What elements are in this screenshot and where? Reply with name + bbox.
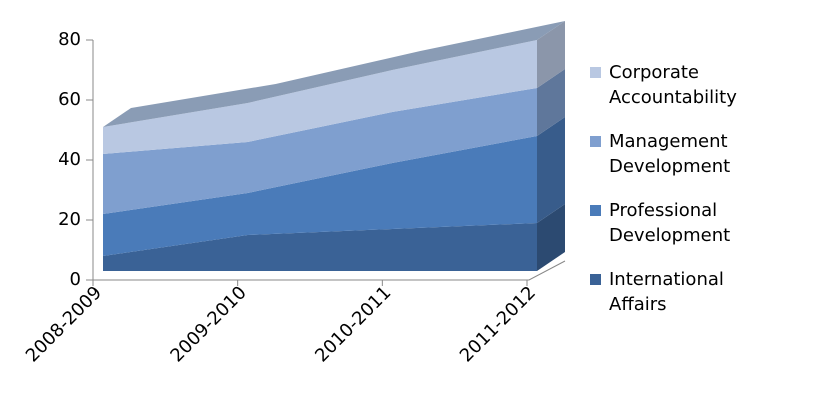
legend-item: Professional Development: [590, 198, 815, 267]
area: [103, 136, 537, 256]
area-top: [103, 21, 565, 127]
legend-swatch: [590, 136, 601, 147]
area: [103, 223, 537, 271]
legend-label: Management Development: [609, 131, 731, 177]
legend-item: Management Development: [590, 129, 815, 198]
x-tick-label: 2010-2011: [311, 282, 395, 366]
legend-item: International Affairs: [590, 267, 815, 336]
legend-label: International Affairs: [609, 269, 724, 315]
x-tick-label: 2011-2012: [456, 282, 540, 366]
area: [103, 88, 537, 214]
area-side: [537, 117, 565, 223]
area-side: [537, 69, 565, 136]
floor: [93, 260, 566, 281]
legend-swatch: [590, 205, 601, 216]
area-side: [537, 204, 565, 271]
area-side: [537, 21, 565, 88]
y-tick-label: 20: [58, 209, 81, 230]
y-tick-label: 80: [58, 29, 81, 50]
legend-swatch: [590, 274, 601, 285]
x-tick-label: 2009-2010: [167, 282, 251, 366]
legend: Corporate Accountability Management Devel…: [590, 60, 815, 336]
y-tick-label: 0: [70, 269, 81, 290]
x-tick-label: 2008-2009: [22, 282, 106, 366]
legend-swatch: [590, 67, 601, 78]
legend-label: Corporate Accountability: [609, 62, 737, 108]
area: [103, 40, 537, 154]
legend-label: Professional Development: [609, 200, 731, 246]
y-tick-label: 40: [58, 149, 81, 170]
y-tick-label: 60: [58, 89, 81, 110]
legend-item: Corporate Accountability: [590, 60, 815, 129]
